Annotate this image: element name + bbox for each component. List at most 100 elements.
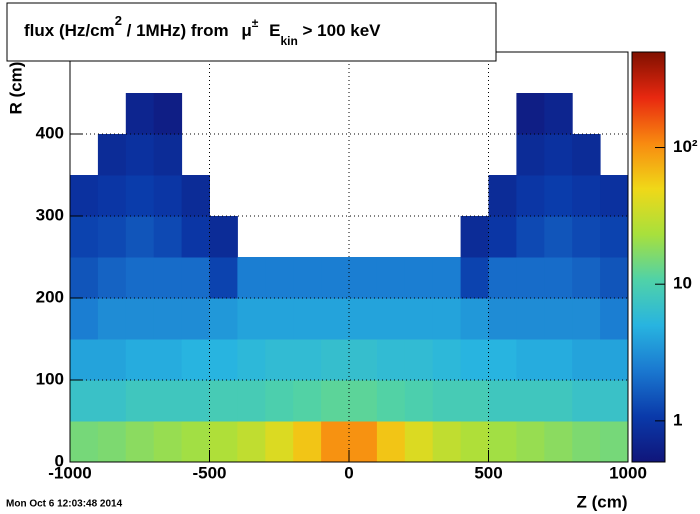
heatmap-cell <box>572 257 601 299</box>
heatmap-cell <box>97 134 127 176</box>
x-tick-label: 0 <box>344 463 353 482</box>
heatmap-cell <box>265 298 294 340</box>
heatmap-cell <box>488 257 517 299</box>
y-tick-label: 0 <box>55 451 64 470</box>
heatmap-cell <box>293 380 322 422</box>
heatmap-cell <box>432 298 462 340</box>
x-tick-label: -500 <box>192 463 226 482</box>
heatmap-cell <box>293 257 322 299</box>
heatmap-cell <box>70 257 99 299</box>
heatmap-cell <box>460 339 489 381</box>
heatmap-cell <box>516 380 545 422</box>
heatmap-cell <box>349 380 378 422</box>
x-axis-label: Z (cm) <box>577 492 628 511</box>
heatmap-cell <box>516 298 545 340</box>
heatmap-cell <box>460 380 489 422</box>
heatmap-cell <box>70 421 99 463</box>
x-tick-label: 1000 <box>609 463 647 482</box>
y-axis-label: R (cm) <box>6 62 25 115</box>
heatmap-cell <box>265 380 294 422</box>
heatmap-cell <box>600 380 629 422</box>
heatmap-cell <box>237 257 266 299</box>
heatmap-cell <box>321 298 350 340</box>
heatmap-cell <box>460 298 489 340</box>
heatmap-cell <box>376 421 406 463</box>
heatmap-cell <box>516 93 545 135</box>
heatmap-cell <box>125 298 155 340</box>
heatmap-cell <box>432 380 462 422</box>
heatmap-cell <box>125 257 155 299</box>
heatmap-cell <box>572 216 601 258</box>
heatmap-cell <box>488 421 517 463</box>
heatmap-cell <box>70 380 99 422</box>
heatmap-cell <box>125 421 155 463</box>
heatmap-cell <box>572 298 601 340</box>
heatmap-cell <box>544 134 573 176</box>
title-part: flux (Hz/cm <box>24 21 115 40</box>
heatmap-cell <box>516 421 545 463</box>
heatmap-cell <box>97 298 127 340</box>
title-part: μ <box>241 21 251 40</box>
heatmap-cell <box>432 339 462 381</box>
heatmap-cell <box>516 339 545 381</box>
heatmap-cell <box>153 421 183 463</box>
heatmap-cell <box>125 216 155 258</box>
heatmap-cell <box>572 380 601 422</box>
heatmap-cell <box>376 257 406 299</box>
heatmap-cell <box>600 257 629 299</box>
heatmap-cell <box>349 257 378 299</box>
heatmap-cell <box>432 257 462 299</box>
heatmap-cell <box>265 339 294 381</box>
heatmap-cell <box>600 216 629 258</box>
heatmap-cell <box>181 421 210 463</box>
heatmap-cell <box>153 298 183 340</box>
heatmap-cell <box>544 216 573 258</box>
heatmap-cell <box>265 421 294 463</box>
heatmap-cell <box>404 380 434 422</box>
heatmap-cell <box>237 298 266 340</box>
heatmap-cell <box>321 339 350 381</box>
title-part: ± <box>252 16 259 30</box>
heatmap-cell <box>153 216 183 258</box>
heatmap-cell <box>376 380 406 422</box>
title-box <box>6 2 497 62</box>
heatmap-cell <box>516 216 545 258</box>
heatmap-cell <box>600 421 629 463</box>
heatmap-cell <box>600 175 629 217</box>
heatmap-cell <box>209 421 238 463</box>
title-part: > 100 keV <box>298 21 381 40</box>
heatmap-cell <box>321 421 350 463</box>
title-part: kin <box>280 34 297 48</box>
heatmap-cell <box>125 134 155 176</box>
heatmap-cell <box>488 298 517 340</box>
y-tick-label: 200 <box>36 287 64 306</box>
y-tick-label: 400 <box>36 123 64 142</box>
heatmap-cell <box>153 339 183 381</box>
heatmap-cell <box>321 257 350 299</box>
heatmap-cell <box>572 339 601 381</box>
heatmap-cell <box>125 339 155 381</box>
heatmap-cell <box>209 298 238 340</box>
heatmap-cell <box>181 298 210 340</box>
heatmap-cell <box>153 257 183 299</box>
heatmap-cell <box>544 257 573 299</box>
heatmap-cell <box>349 421 378 463</box>
heatmap-cell <box>544 380 573 422</box>
heatmap-cell <box>265 257 294 299</box>
color-bar-label: 10 <box>673 274 692 293</box>
title-part: / 1MHz) from <box>122 21 233 40</box>
heatmap-cell <box>70 216 99 258</box>
heatmap-cell <box>376 298 406 340</box>
heatmap-cell <box>237 421 266 463</box>
heatmap-cell <box>153 175 183 217</box>
timestamp: Mon Oct 6 12:03:48 2014 <box>6 499 123 510</box>
y-tick-label: 100 <box>36 369 64 388</box>
heatmap-cell <box>544 421 573 463</box>
heatmap-cell <box>293 339 322 381</box>
title-part: 2 <box>115 13 122 28</box>
heatmap-cell <box>404 298 434 340</box>
heatmap-cell <box>404 339 434 381</box>
heatmap-cell <box>544 298 573 340</box>
heatmap-cell <box>544 93 573 135</box>
